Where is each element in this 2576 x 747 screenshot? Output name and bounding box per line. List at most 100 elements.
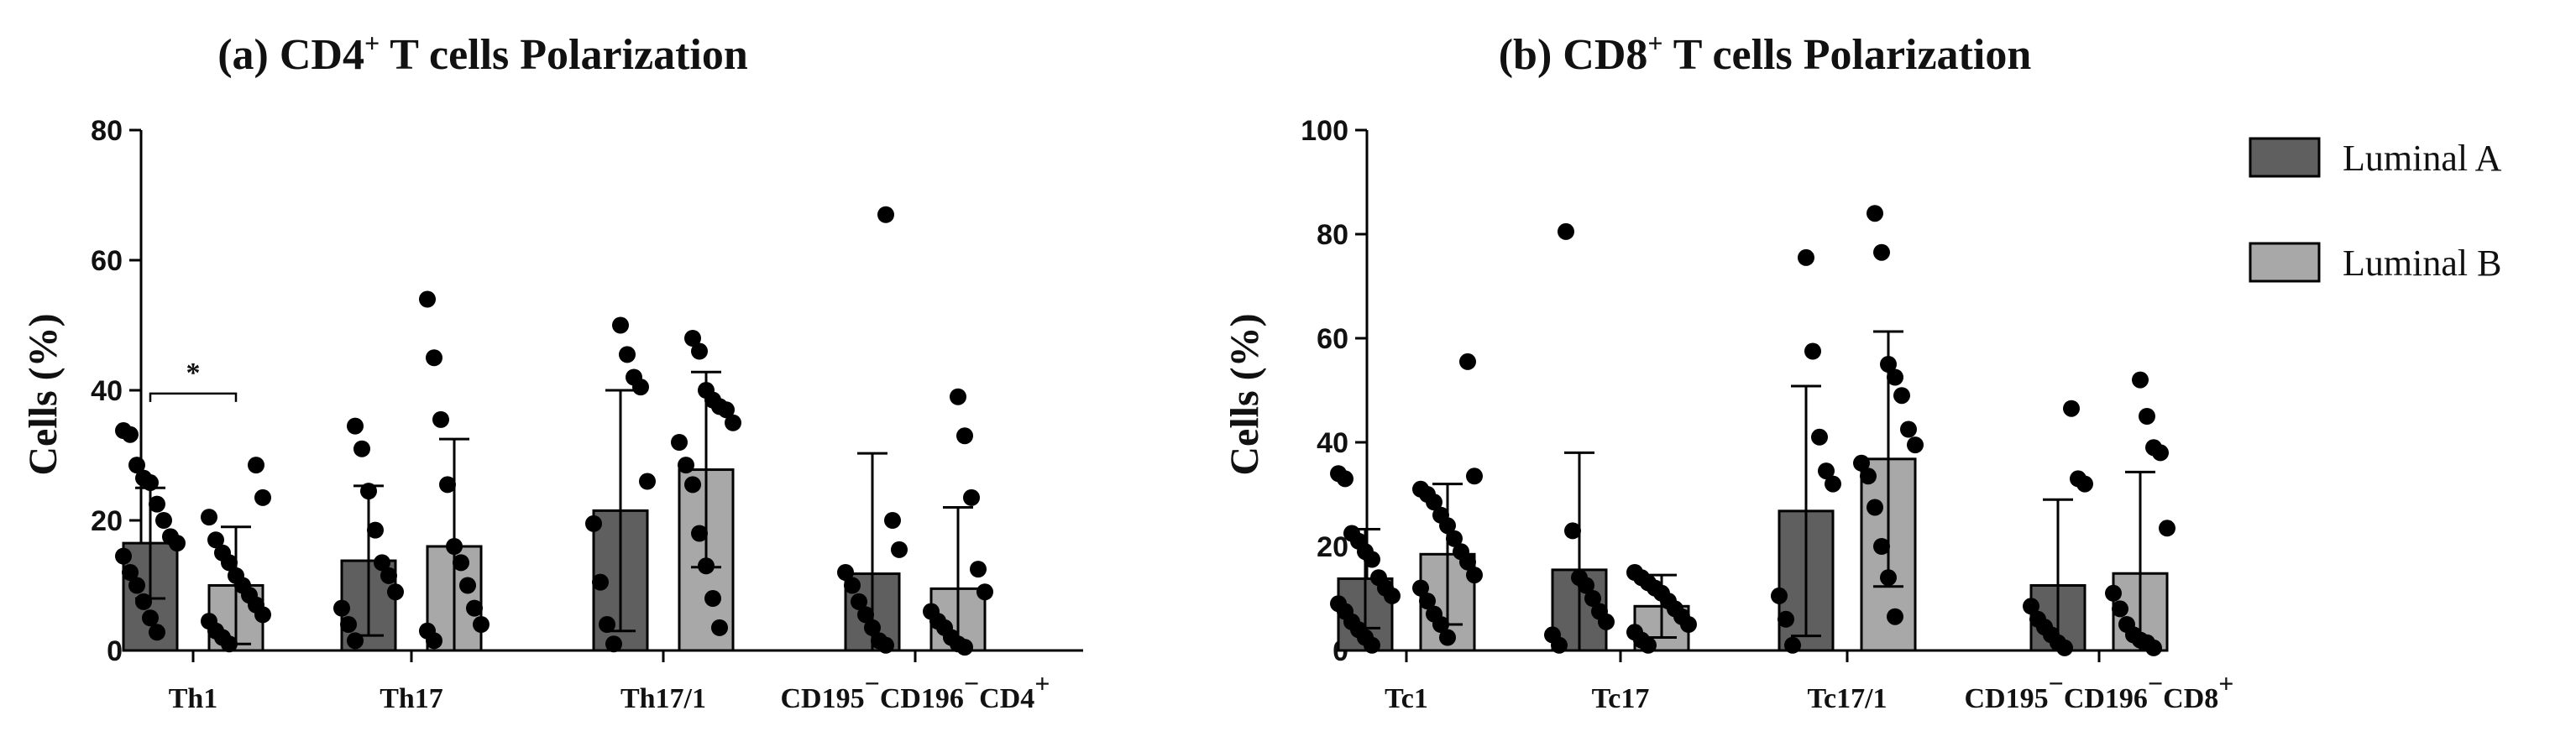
data-point [718,401,735,419]
y-tick-label: 80 [1317,219,1348,251]
data-point [1640,636,1657,654]
data-point [1384,587,1401,604]
data-point [877,636,894,654]
data-point [1459,553,1476,571]
data-point [353,440,370,457]
data-point [221,635,238,653]
data-point [1873,243,1890,261]
panel-b-ylabel: Cells (%) [1223,313,1267,475]
y-tick-label: 60 [91,245,123,277]
data-point [891,541,908,558]
data-point [1558,222,1574,240]
data-point [169,535,186,552]
data-point [1337,470,1353,488]
data-point [1867,499,1883,516]
data-point [1584,590,1601,607]
data-point [432,410,449,428]
legend-label-luminal-b: Luminal B [2343,243,2501,284]
data-point [1446,530,1463,547]
data-point [1564,522,1581,540]
x-tick-label: Th1 [169,683,218,714]
data-point [2112,600,2128,618]
data-point [128,457,145,474]
data-point [2105,584,2122,602]
x-tick-label: Tc17 [1592,683,1650,714]
y-tick-label: 0 [107,635,123,667]
data-point [2159,520,2175,537]
data-point [142,609,159,627]
y-tick-label: 20 [91,505,123,537]
data-point [380,567,397,584]
data-point [419,290,436,308]
data-point [678,457,694,474]
data-point [347,632,364,650]
data-point [374,554,390,572]
data-point [135,593,152,610]
data-point [1893,387,1910,405]
data-point [877,206,894,223]
data-point [254,488,271,506]
data-point [1466,468,1483,485]
data-point [976,583,993,601]
panel-b-title: (b) CD8+ T cells Polarization [1499,28,2032,79]
data-point [605,635,622,653]
data-point [1853,454,1870,472]
data-point [585,515,602,532]
panel-a-title: (a) CD4+ T cells Polarization [217,28,748,79]
data-point [426,632,442,650]
data-point [711,619,728,636]
data-point [1825,475,1841,493]
data-point [691,525,708,542]
data-point [698,557,715,575]
data-point [446,538,463,555]
data-point [1598,613,1615,630]
data-point [691,342,708,360]
significance-star: * [186,358,201,389]
data-point [1818,462,1835,480]
data-point [453,554,469,572]
panel-b: (b) CD8+ T cells Polarization Cells (%) … [1223,28,2234,714]
y-tick-label: 60 [1317,323,1348,355]
data-point [612,316,629,334]
y-tick-label: 20 [1317,531,1348,563]
data-point [851,593,867,610]
data-point [439,476,456,494]
data-point [844,577,861,594]
data-point [725,414,741,431]
data-point [632,379,649,396]
y-tick-label: 40 [1317,427,1348,459]
data-point [340,616,357,633]
panel-a-ylabel: Cells (%) [21,313,65,475]
data-point [1412,579,1429,597]
data-point [367,521,384,539]
x-tick-label: CD195−CD196−CD8+ [1964,668,2233,714]
data-point [1439,517,1456,535]
data-point [333,599,350,617]
data-point [2063,400,2080,417]
data-point [619,346,636,363]
data-point [684,476,701,494]
data-point [2056,639,2073,656]
significance-bracket [149,392,238,402]
data-point [473,616,490,633]
data-point [221,554,238,572]
data-point [2132,371,2149,389]
data-point [2145,639,2162,656]
data-point [956,639,973,656]
data-point [884,512,901,529]
data-point [426,349,442,367]
data-point [1900,421,1917,438]
data-point [347,417,364,435]
data-point [2076,475,2093,493]
data-point [1771,587,1788,604]
data-point [1419,593,1436,610]
data-point [1364,551,1380,568]
data-point [837,564,854,581]
data-point [122,564,139,581]
data-point [1804,342,1821,360]
y-tick-label: 100 [1301,115,1348,147]
y-tick-label: 80 [91,115,123,147]
data-point [857,606,874,624]
data-point [122,426,139,443]
